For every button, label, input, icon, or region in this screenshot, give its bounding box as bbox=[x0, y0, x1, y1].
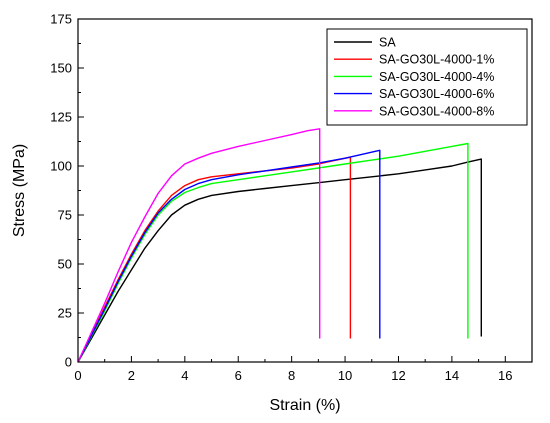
y-tick-label: 150 bbox=[50, 61, 72, 76]
y-tick-label: 50 bbox=[58, 257, 72, 272]
series-line-sa-go30l-4000-4 bbox=[77, 142, 469, 363]
x-axis-label: Strain (%) bbox=[269, 397, 340, 414]
y-tick-label: 75 bbox=[58, 208, 72, 223]
y-tick-label: 100 bbox=[50, 159, 72, 174]
legend-entry-label: SA bbox=[379, 36, 396, 50]
x-tick-label: 2 bbox=[128, 368, 135, 383]
x-tick-label: 16 bbox=[498, 368, 512, 383]
y-axis-label: Stress (MPa) bbox=[11, 144, 28, 237]
x-tick-label: 0 bbox=[74, 368, 81, 383]
legend-entry-label: SA-GO30L-4000-6% bbox=[379, 87, 494, 101]
x-axis-ticks: 0 2 4 6 8 10 12 14 16 bbox=[74, 356, 533, 383]
series-line-sa-go30l-4000-1 bbox=[77, 156, 352, 363]
y-tick-label: 175 bbox=[50, 12, 72, 27]
legend: SA SA-GO30L-4000-1% SA-GO30L-4000-4% SA-GO3… bbox=[326, 28, 528, 126]
legend-entry-label: SA-GO30L-4000-4% bbox=[379, 70, 494, 84]
y-axis-ticks: 0 25 50 75 100 125 150 175 bbox=[50, 12, 84, 370]
series-line-sa bbox=[77, 158, 482, 363]
x-tick-label: 12 bbox=[391, 368, 405, 383]
legend-entry-label: SA-GO30L-4000-8% bbox=[379, 104, 494, 118]
series-line-sa-go30l-4000-6 bbox=[77, 149, 381, 363]
x-tick-label: 6 bbox=[235, 368, 242, 383]
series-line-sa-go30l-4000-8 bbox=[77, 128, 321, 363]
legend-entry-label: SA-GO30L-4000-1% bbox=[379, 53, 494, 67]
x-tick-label: 14 bbox=[445, 368, 459, 383]
x-tick-label: 10 bbox=[338, 368, 352, 383]
series-layer bbox=[77, 128, 482, 363]
y-tick-label: 125 bbox=[50, 110, 72, 125]
y-tick-label: 25 bbox=[58, 306, 72, 321]
y-tick-label: 0 bbox=[65, 355, 72, 370]
x-tick-label: 8 bbox=[288, 368, 295, 383]
x-tick-label: 4 bbox=[181, 368, 188, 383]
